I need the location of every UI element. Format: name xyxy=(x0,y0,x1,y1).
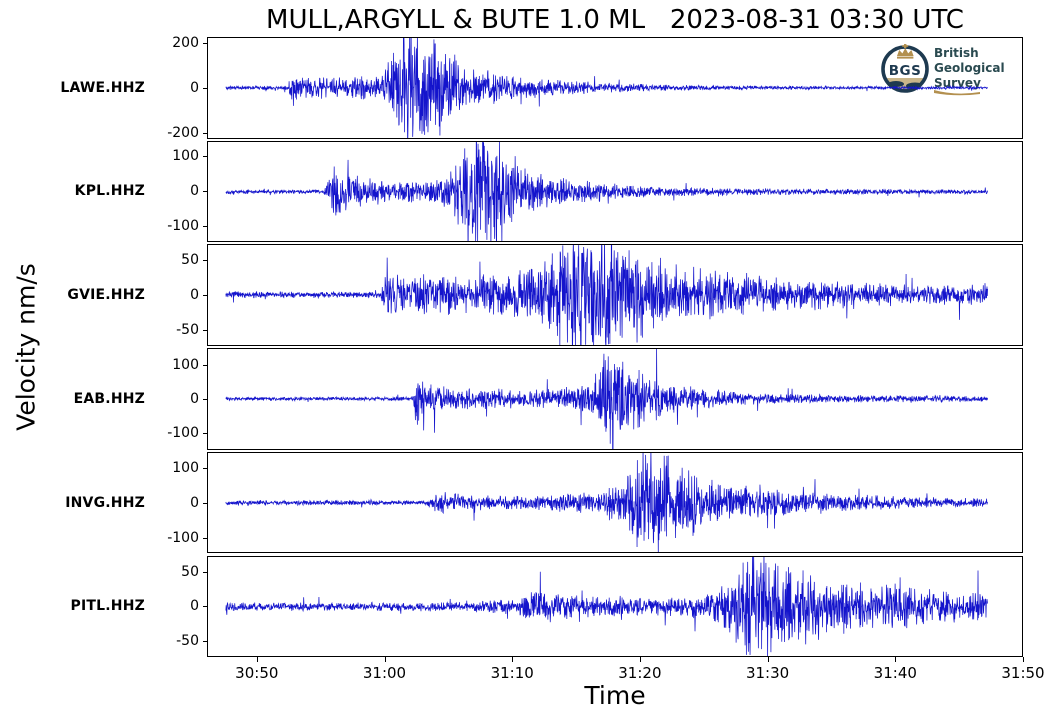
y-tick-label: 0 xyxy=(190,79,199,96)
y-tick-label: -100 xyxy=(167,529,199,546)
y-tick-mark xyxy=(203,398,207,400)
logo-line-1: British xyxy=(934,46,979,60)
station-label-kpl-hhz: KPL.HHZ xyxy=(74,183,145,200)
trace-invg-hhz xyxy=(225,452,988,553)
x-tick-mark xyxy=(639,657,641,662)
logo-gold-swoosh xyxy=(934,90,980,96)
x-tick-label: 31:40 xyxy=(873,664,917,682)
trace-gvie-hhz xyxy=(225,245,988,345)
x-tick-mark xyxy=(767,657,769,662)
logo-bgs-text: BGS xyxy=(889,63,922,79)
y-tick-mark xyxy=(203,259,207,261)
y-tick-mark xyxy=(203,606,207,608)
y-tick-label: -50 xyxy=(176,633,199,649)
trace-pitl-hhz xyxy=(225,556,988,656)
subplot-pitl-hhz xyxy=(207,555,1023,657)
y-tick-mark xyxy=(203,330,207,332)
y-tick-mark xyxy=(203,433,207,435)
x-tick-mark xyxy=(256,657,258,662)
y-tick-label: 100 xyxy=(172,148,199,165)
x-axis-label: Time xyxy=(584,681,646,710)
bgs-logo: BGS British Geological Survey xyxy=(874,40,1006,97)
subplot-gvie-hhz xyxy=(207,244,1023,346)
x-tick-mark xyxy=(895,657,897,662)
x-tick-label: 31:20 xyxy=(618,664,662,682)
crown-icon xyxy=(897,44,914,59)
y-tick-label: 0 xyxy=(190,390,199,407)
y-tick-label: 100 xyxy=(172,459,199,476)
y-tick-mark xyxy=(203,364,207,366)
y-tick-label: -100 xyxy=(167,425,199,442)
station-label-pitl-hhz: PITL.HHZ xyxy=(70,598,145,615)
subplot-kpl-hhz xyxy=(207,140,1023,243)
y-tick-mark xyxy=(203,467,207,469)
station-label-gvie-hhz: GVIE.HHZ xyxy=(67,287,145,304)
y-tick-mark xyxy=(203,156,207,158)
trace-kpl-hhz xyxy=(225,141,988,242)
trace-eab-hhz xyxy=(225,349,988,449)
y-tick-mark xyxy=(203,191,207,193)
station-label-invg-hhz: INVG.HHZ xyxy=(65,494,145,511)
y-tick-label: -50 xyxy=(176,322,199,339)
y-tick-label: 50 xyxy=(181,251,199,268)
y-tick-mark xyxy=(203,571,207,573)
subplot-invg-hhz xyxy=(207,451,1023,554)
x-tick-mark xyxy=(1023,657,1024,662)
subplot-eab-hhz xyxy=(207,348,1023,450)
y-tick-label: 0 xyxy=(190,494,199,511)
y-tick-label: 0 xyxy=(190,287,199,304)
x-tick-label: 31:30 xyxy=(745,664,790,682)
logo-line-3: Survey xyxy=(934,76,981,90)
page-title: MULL,ARGYLL & BUTE 1.0 ML 2023-08-31 03:… xyxy=(266,5,964,35)
y-tick-mark xyxy=(203,132,207,134)
x-tick-mark xyxy=(512,657,514,662)
x-tick-label: 31:10 xyxy=(490,664,534,682)
subplot-lawe-hhz xyxy=(207,37,1023,139)
y-tick-label: 0 xyxy=(190,183,199,200)
x-tick-mark xyxy=(384,657,386,662)
y-tick-label: -200 xyxy=(167,124,199,141)
station-label-eab-hhz: EAB.HHZ xyxy=(73,390,145,407)
x-tick-label: 31:50 xyxy=(1001,664,1045,682)
station-label-lawe-hhz: LAWE.HHZ xyxy=(60,79,145,96)
y-tick-mark xyxy=(203,537,207,539)
x-tick-label: 31:00 xyxy=(362,664,407,682)
y-tick-mark xyxy=(203,641,207,642)
y-tick-mark xyxy=(203,226,207,228)
y-tick-label: -100 xyxy=(167,218,199,235)
y-tick-mark xyxy=(203,42,207,44)
y-tick-label: 0 xyxy=(190,598,199,615)
y-tick-label: 50 xyxy=(181,563,199,580)
trace-lawe-hhz xyxy=(225,38,988,138)
x-tick-label: 30:50 xyxy=(235,664,279,682)
y-tick-mark xyxy=(203,502,207,504)
y-tick-label: 200 xyxy=(172,34,199,51)
bgs-logo-graphic: BGS British Geological Survey xyxy=(874,40,1006,97)
logo-line-2: Geological xyxy=(934,61,1005,75)
y-tick-mark xyxy=(203,87,207,89)
y-tick-mark xyxy=(203,295,207,297)
y-tick-label: 100 xyxy=(172,356,199,373)
